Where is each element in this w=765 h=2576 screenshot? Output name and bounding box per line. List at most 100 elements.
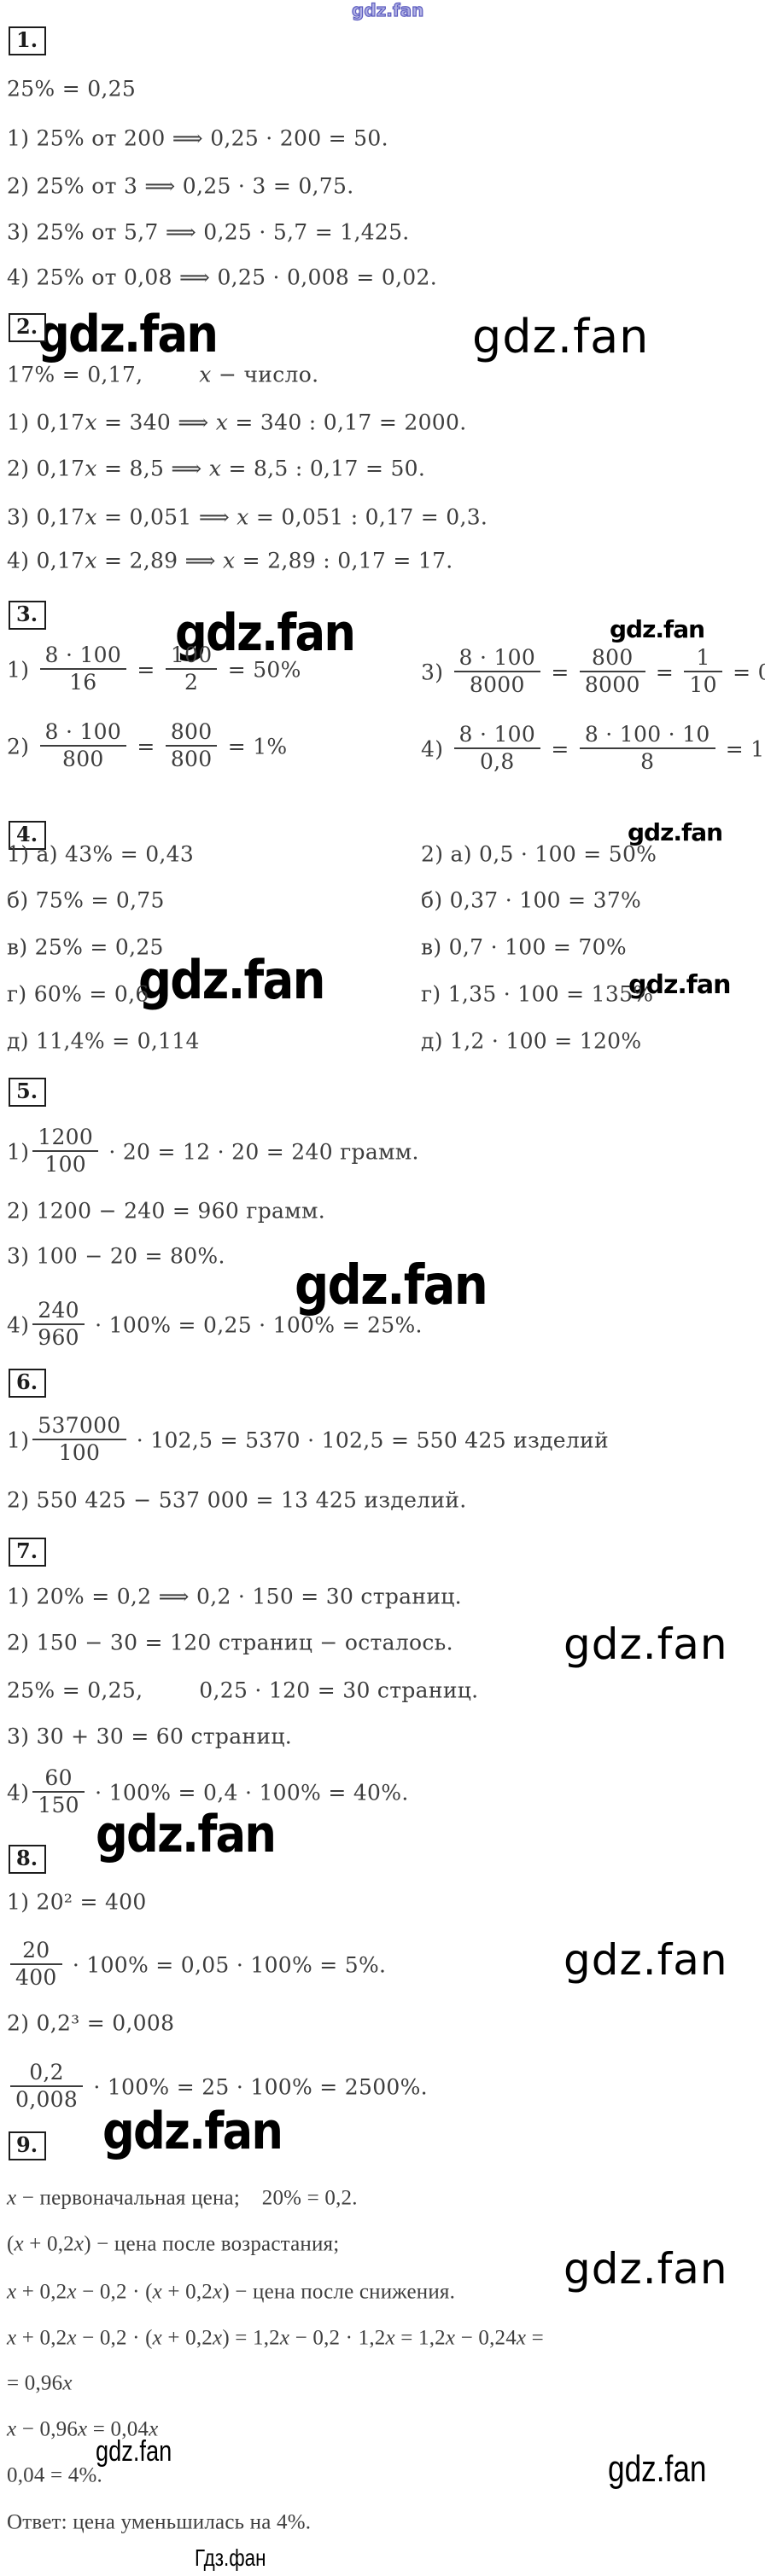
fraction-denominator: 960 [32,1323,85,1351]
fraction: 60 150 [32,1765,85,1818]
fraction: 537000 100 [32,1413,126,1466]
math-segment: 4) [7,1781,29,1806]
math-text: 1) 20² = 400 [7,1889,147,1915]
math-line: 0,2 0,008 · 100% = 25 · 100% = 2500%. [7,2061,428,2115]
math-text: 3) 25% от 5,7 ⟹ 0,25 · 5,7 = 1,425. [7,219,410,245]
math-text: 4) [7,1780,30,1806]
math-text: = 0,051 : 0,17 = 0,3. [248,504,488,530]
math-segment: = 0,1% [726,660,765,685]
watermark-text: gdz.fan [351,0,424,20]
watermark-text: gdz.fan [295,1254,488,1317]
math-line: x − первоначальная цена; 20% = 0,2. [7,2187,358,2212]
math-text: · 100% = 25 · 100% = 2500%. [86,2074,428,2100]
math-segment: Ответ: цена уменьшилась на 4%. [7,2511,311,2534]
math-segment: 2) [7,735,37,759]
math-line: 25% = 0,25, 0,25 · 120 = 30 страниц. [7,1678,478,1704]
math-segment: x − 0,96x = 0,04x [7,2418,158,2441]
watermark-text: gdz.fan [628,818,723,846]
math-segment: · 100% = 0,05 · 100% = 5%. [66,1953,387,1978]
math-text: 25% = 0,25 [7,76,137,102]
math-variable: x [14,2232,24,2256]
math-text: + 0,2 [161,2280,213,2304]
fraction-denominator: 800 [39,745,127,772]
fraction: 8 · 100 16 [39,643,127,695]
math-line: Ответ: цена уменьшилась на 4%. [7,2511,311,2536]
watermark-text: gdz.fan [610,615,705,643]
math-text: = [130,657,162,683]
math-segment: · 20 = 12 · 20 = 240 грамм. [102,1140,419,1165]
math-text: = 0,04 [87,2417,149,2441]
math-line: 1) 25% от 200 ⟹ 0,25 · 200 = 50. [7,126,388,152]
math-segment: = [544,660,576,685]
math-segment: 4) [421,737,451,762]
math-segment: 2) а) 0,5 · 100 = 50% [421,842,657,867]
math-text: + 0,2 [161,2326,213,2350]
math-segment: 1) [7,1140,29,1165]
math-segment: = [130,658,162,683]
problem-number-box: 7. [9,1538,47,1567]
math-line: x + 0,2x − 0,2 · (x + 0,2x) − цена после… [7,2281,455,2306]
math-text: ) = 1,2 [222,2326,280,2350]
math-variable: x [152,2280,162,2304]
math-text: ) − цена после снижения. [222,2280,456,2304]
math-line: д) 1,2 · 100 = 120% [421,1029,641,1055]
math-variable: x [149,2417,159,2441]
fraction-numerator: 8 · 100 · 10 [584,722,710,747]
math-text: + 0,2 [16,2326,67,2350]
math-segment: 2) 25% от 3 ⟹ 0,25 · 3 = 0,75. [7,174,353,199]
math-variable: x [7,2280,17,2304]
math-text: д) 11,4% = 0,114 [7,1028,200,1054]
math-variable: x [223,548,236,573]
fraction: 20 400 [10,1938,62,1991]
watermark-text: Гдз.фан [195,2544,266,2571]
math-variable: x [85,410,97,435]
math-text: − 0,24 [455,2326,517,2350]
math-line: 4) 25% от 0,08 ⟹ 0,25 · 0,008 = 0,02. [7,265,437,291]
math-segment: (x + 0,2x) − цена после возрастания; [7,2233,339,2256]
math-segment: 3) 30 + 30 = 60 страниц. [7,1724,292,1749]
math-line: 1) 20% = 0,2 ⟹ 0,2 · 150 = 30 страниц. [7,1585,462,1610]
math-text: − 0,2 · 1,2 [289,2326,386,2350]
math-segment: 1) 20% = 0,2 ⟹ 0,2 · 150 = 30 страниц. [7,1585,462,1609]
math-text: 3) 30 + 30 = 60 страниц. [7,1724,292,1749]
math-variable: x [445,2326,456,2350]
problem-number-box: 1. [9,26,47,56]
watermark-text: gdz.fan [138,949,325,1011]
math-segment: x + 0,2x − 0,2 · (x + 0,2x) − цена после… [7,2281,455,2304]
math-text: в) 0,7 · 100 = 70% [421,934,627,960]
math-variable: x [237,504,249,530]
problem-number-box: 3. [9,601,47,631]
watermark-text: gdz.fan [175,603,356,663]
math-text: 3) 100 − 20 = 80%. [7,1243,225,1269]
math-text: 1) 20% = 0,2 ⟹ 0,2 · 150 = 30 страниц. [7,1584,462,1609]
watermark-text: gdz.fan [38,305,219,364]
math-variable: x [62,2371,73,2395]
math-segment: 1) [7,658,37,683]
math-text: б) 0,37 · 100 = 37% [421,887,642,913]
math-line: 1) 20² = 400 [7,1889,147,1916]
watermark-text: gdz.fan [96,2435,172,2468]
problem-number-box: 2. [9,313,47,343]
math-segment: б) 75% = 0,75 [7,888,165,913]
fraction-denominator: 16 [39,668,127,695]
math-segment: · 102,5 = 5370 · 102,5 = 550 425 изделий [130,1428,609,1453]
math-line: 25% = 0,25 [7,76,137,102]
math-variable: x [85,504,97,530]
fraction-denominator: 8 [579,747,715,775]
problem-number-box: 4. [9,821,47,851]
math-text: = 1,2 [394,2326,446,2350]
math-text: = 0,051 ⟹ [96,504,237,530]
math-line: x − 0,96x = 0,04x [7,2418,158,2443]
math-segment: = 0,96x [7,2372,73,2395]
math-line: 3) 0,17x = 0,051 ⟹ x = 0,051 : 0,17 = 0,… [7,504,488,531]
math-line: б) 0,37 · 100 = 37% [421,887,642,914]
math-text: 1) [7,1428,30,1453]
math-variable: x [7,2417,17,2441]
math-text: 4) 25% от 0,08 ⟹ 0,25 · 0,008 = 0,02. [7,265,437,290]
math-segment: в) 25% = 0,25 [7,935,164,960]
math-line: 1) а) 43% = 0,43 [7,842,194,868]
fraction: 800 800 [165,719,218,772]
problem-number-box: 9. [9,2131,47,2161]
